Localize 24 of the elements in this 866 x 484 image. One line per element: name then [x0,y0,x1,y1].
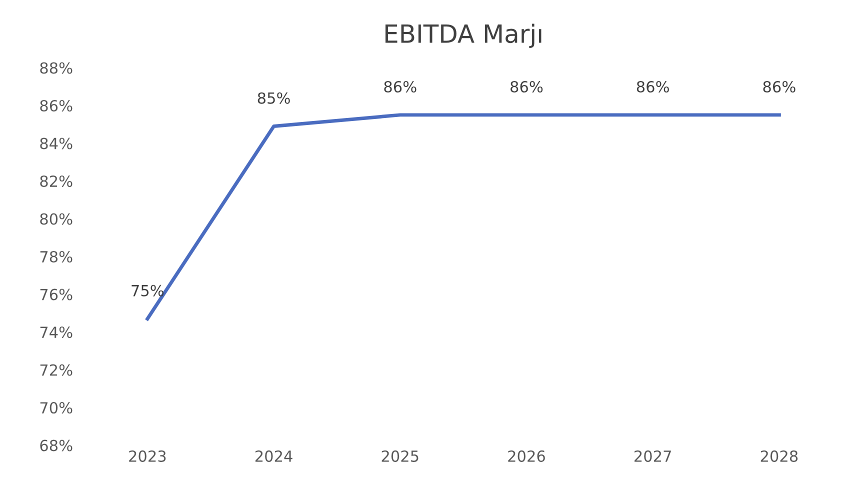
y-tick-label: 88% [40,62,72,74]
y-tick-label: 86% [40,100,72,112]
data-label: 86% [636,80,669,93]
data-label: 86% [510,80,543,93]
x-tick-label: 2028 [760,450,798,462]
data-label: 86% [763,80,796,93]
y-tick-label: 68% [40,440,72,452]
y-tick-label: 82% [40,175,72,188]
x-tick-label: 2023 [129,450,166,462]
y-tick-label: 70% [40,402,72,414]
y-tick-label: 76% [40,288,72,300]
data-label: 85% [258,92,290,104]
x-tick-label: 2026 [508,450,545,462]
y-tick-label: 80% [40,213,72,225]
data-label: 86% [384,80,416,93]
x-tick-label: 2025 [382,450,418,462]
data-label: 75% [132,284,164,296]
chart-title: EBITDA Marjı [386,24,542,48]
y-tick-label: 72% [40,364,72,376]
y-tick-label: 74% [40,326,72,338]
y-tick-label: 84% [40,138,72,150]
y-tick-label: 78% [40,250,72,263]
x-tick-label: 2027 [634,450,671,462]
x-tick-label: 2024 [255,450,292,462]
